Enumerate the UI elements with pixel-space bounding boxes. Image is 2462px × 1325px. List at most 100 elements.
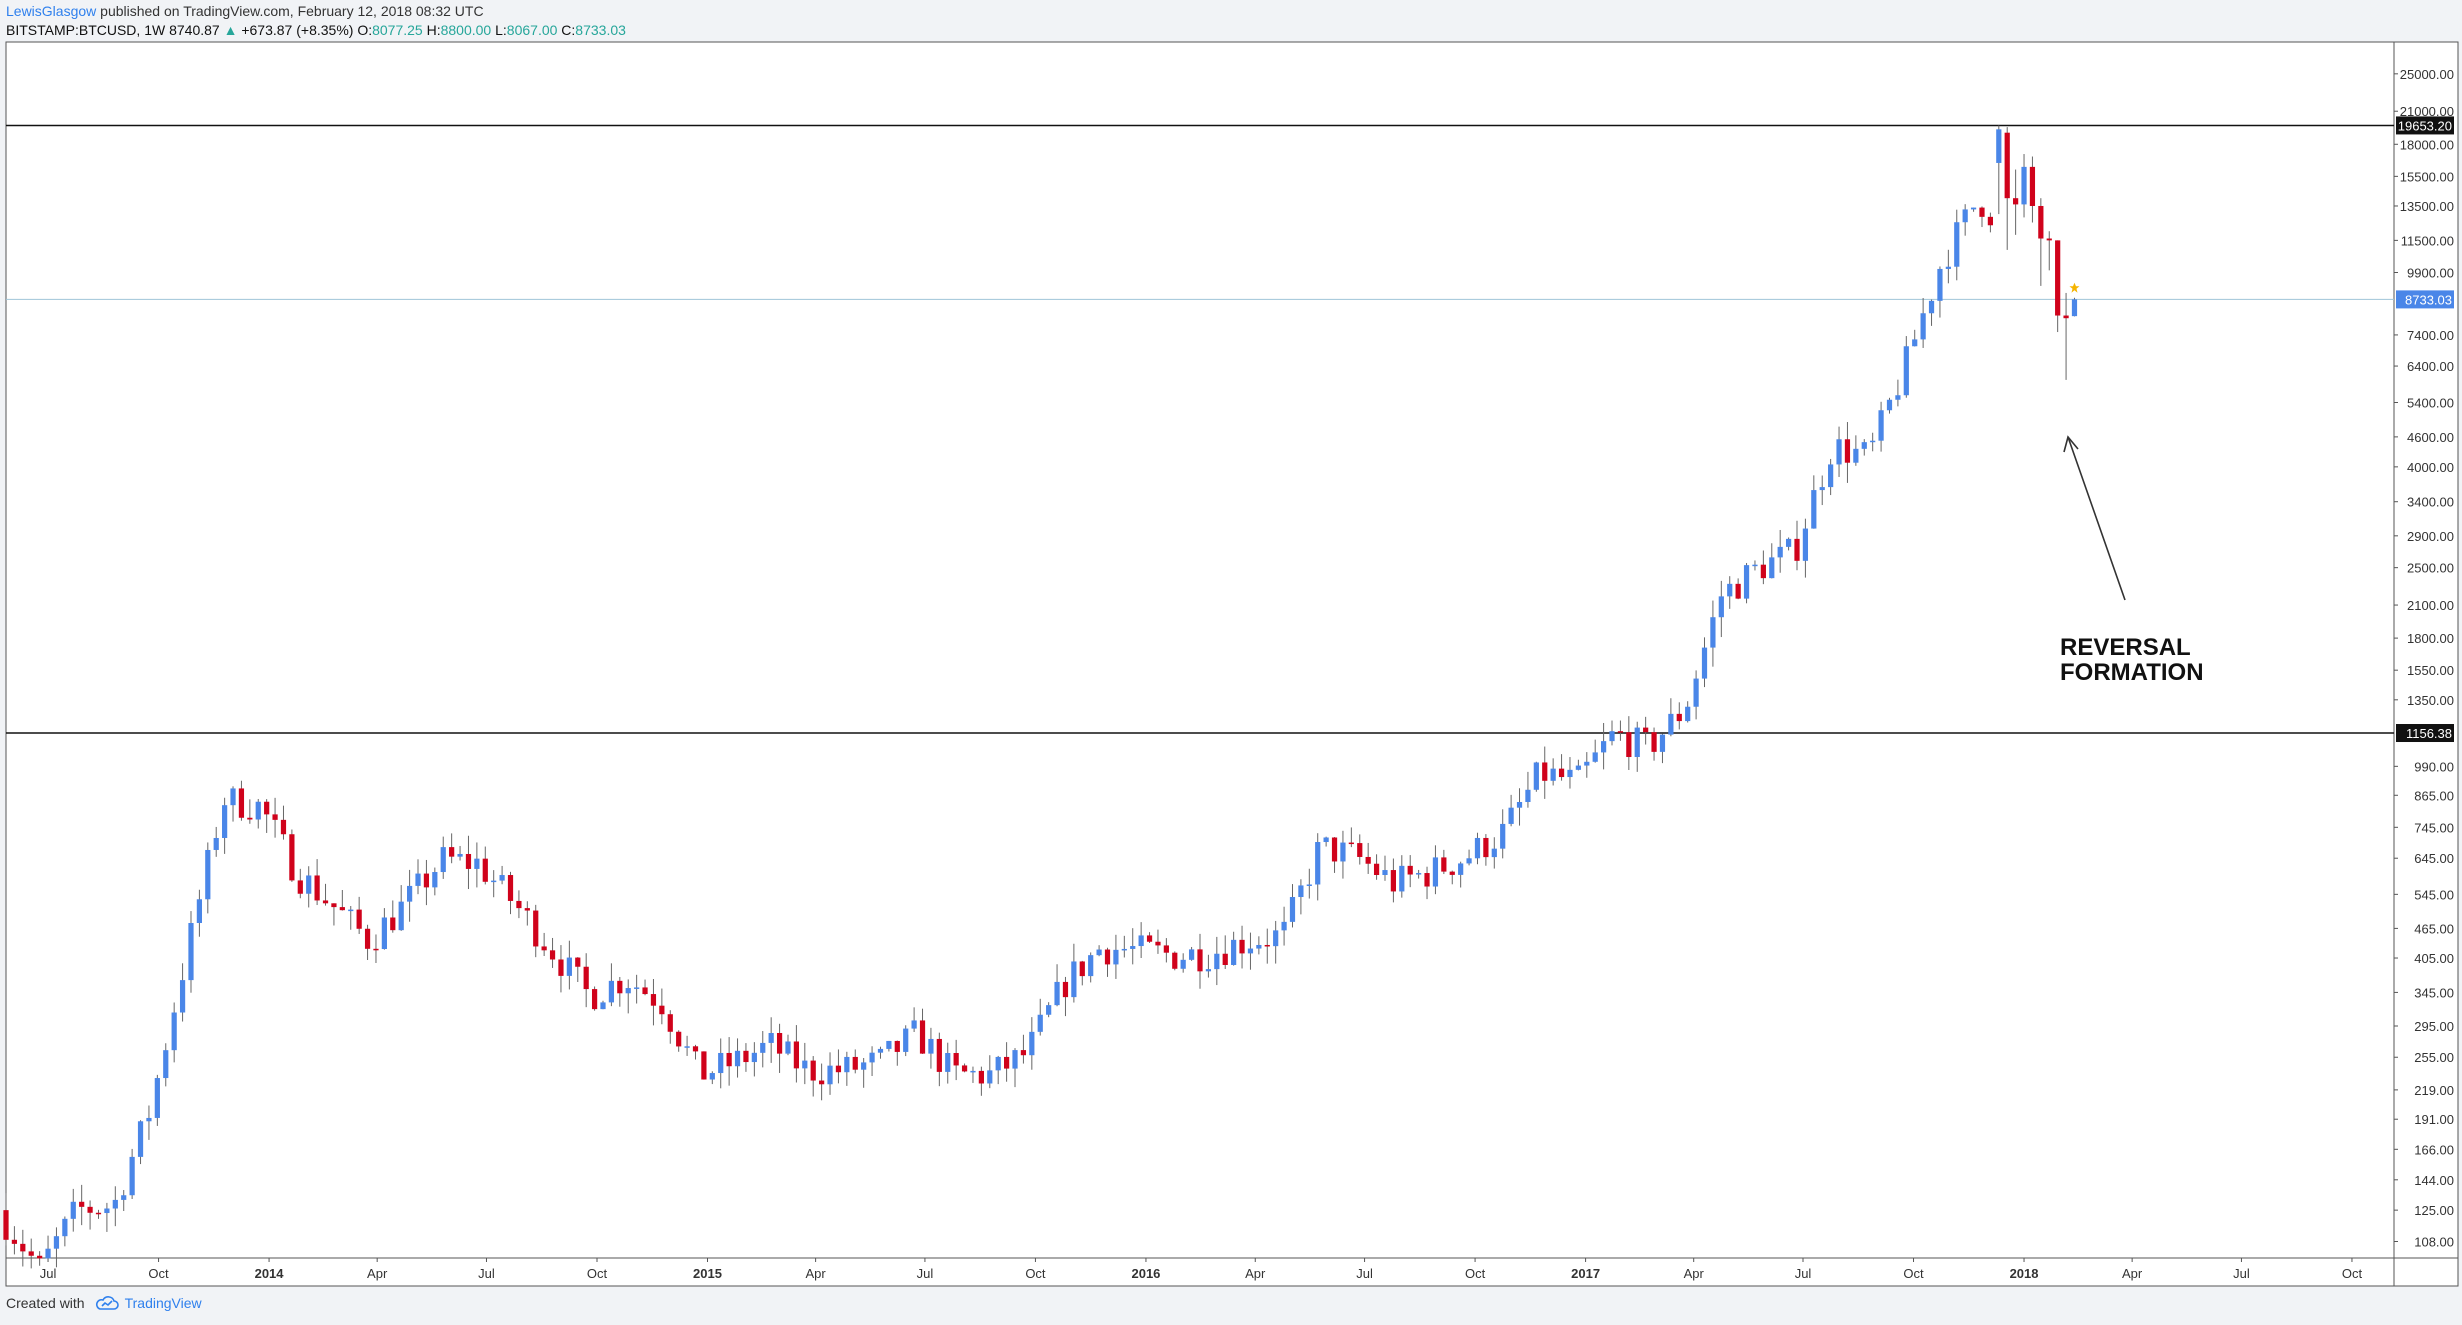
weekly-candle-body [154,1078,160,1118]
weekly-candle-body [348,909,354,912]
weekly-candle-body [1458,863,1464,875]
weekly-candle-body [238,788,245,818]
weekly-candle-body [1676,713,1682,722]
weekly-candle-body [356,909,362,929]
y-tick-label: 219.00 [2414,1083,2454,1098]
weekly-candle-body [768,1032,774,1043]
weekly-candle-body [1155,941,1161,946]
weekly-candle-body [482,858,488,882]
weekly-candle-body [1407,865,1413,875]
weekly-candle-body [776,1032,783,1054]
x-tick-label: Jul [478,1266,495,1281]
weekly-candle-body [1340,842,1346,862]
weekly-candle-body [516,900,522,909]
weekly-candle-body [575,957,581,967]
weekly-candle-body [1693,678,1699,707]
x-tick-label: 2017 [1571,1266,1600,1281]
y-tick-label: 865.00 [2414,788,2454,803]
weekly-candle-body [1617,731,1624,733]
weekly-candle-body [1029,1031,1035,1056]
weekly-candle-body [1878,410,1884,441]
weekly-candle-body [137,1121,144,1157]
weekly-candle-body [146,1117,152,1122]
weekly-candle-body [1138,935,1144,947]
weekly-candle-body [331,903,337,908]
weekly-candle-body [1844,439,1851,463]
weekly-candle-body [524,908,530,911]
weekly-candle-body [1819,487,1825,491]
y-tick-label: 2900.00 [2407,529,2454,544]
weekly-candle-body [1567,769,1573,778]
weekly-candle-body [432,872,438,888]
weekly-candle-body [566,957,572,976]
y-tick-label: 125.00 [2414,1203,2454,1218]
y-tick-label: 1800.00 [2407,631,2454,646]
weekly-candle-body [1130,946,1136,949]
time-scale-background [6,1258,2458,1286]
weekly-candle-body [1508,807,1514,824]
weekly-candle-body [222,805,228,838]
y-tick-label: 1550.00 [2407,663,2454,678]
weekly-candle-body [1853,448,1859,463]
weekly-candle-body [1424,873,1430,887]
x-tick-label: 2015 [693,1266,722,1281]
open-value: 8077.25 [372,22,423,38]
weekly-candle-body [1348,842,1354,845]
y-tick-label: 21000.00 [2400,104,2454,119]
weekly-candle-body [289,834,295,881]
weekly-candle-body [1861,442,1867,449]
weekly-candle-body [1088,955,1094,977]
weekly-candle-body [701,1051,707,1080]
weekly-candle-body [423,873,430,888]
weekly-candle-body [861,1062,867,1070]
y-tick-label: 745.00 [2414,820,2454,835]
weekly-candle-body [541,946,547,951]
weekly-candle-body [1037,1014,1043,1032]
publish-info: LewisGlasgow published on TradingView.co… [6,2,484,20]
weekly-candle-body [1483,837,1489,858]
created-with-label: Created with [6,1295,85,1311]
weekly-candle-body [1214,953,1220,970]
weekly-candle-body [1634,727,1640,758]
weekly-candle-body [1281,921,1287,931]
weekly-candle-body [188,922,194,981]
weekly-candle-body [549,950,556,960]
weekly-candle-body [2071,299,2078,317]
last-price-tag [2396,290,2454,309]
weekly-candle-body [1239,939,1245,954]
x-tick-label: Apr [2122,1266,2143,1281]
level-price-tag [2396,116,2454,135]
weekly-candle-body [936,1038,942,1072]
weekly-candle-body [1542,762,1548,781]
weekly-candle-body [1491,848,1497,858]
weekly-candle-body [1525,789,1531,803]
weekly-candle-body [583,966,589,990]
star-marker-icon [2069,282,2080,293]
weekly-candle-body [314,875,320,901]
weekly-candle-body [676,1031,682,1047]
weekly-candle-body [734,1050,741,1067]
y-tick-label: 255.00 [2414,1050,2454,1065]
weekly-candle-body [339,907,345,911]
y-tick-label: 108.00 [2414,1234,2454,1249]
weekly-candle-body [1777,546,1783,558]
weekly-candle-body [213,837,219,850]
tradingview-brand-link[interactable]: TradingView [95,1294,202,1312]
weekly-candle-body [95,1212,102,1215]
weekly-candle-body [1104,949,1111,965]
y-tick-label: 990.00 [2414,759,2454,774]
x-tick-label: Apr [1245,1266,1266,1281]
weekly-candle-body [667,1014,673,1032]
weekly-candle-body [1121,948,1127,951]
weekly-candle-body [1760,564,1766,579]
weekly-candle-body [987,1070,993,1084]
author-link[interactable]: LewisGlasgow [6,3,97,19]
weekly-candle-body [2063,315,2069,319]
weekly-candle-body [970,1070,976,1073]
weekly-candle-body [558,959,564,976]
x-tick-label: Oct [587,1266,608,1281]
weekly-candle-body [53,1236,60,1249]
weekly-candle-body [819,1080,825,1085]
